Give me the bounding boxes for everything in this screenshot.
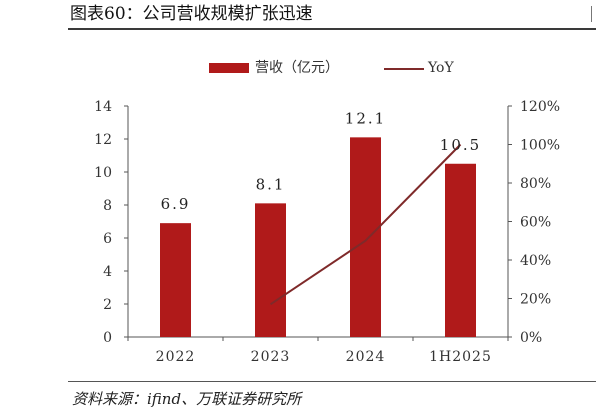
footer-divider (68, 381, 596, 382)
y-left-tick-label: 14 (94, 99, 112, 115)
y-left-tick-label: 6 (103, 231, 112, 247)
title-bar: 图表60：公司营收规模扩张迅速 (68, 0, 596, 30)
data-label-1H2025: 10.5 (440, 136, 481, 154)
legend-swatch-revenue (209, 63, 249, 73)
y-left-tick-label: 10 (94, 165, 112, 181)
bar-2023 (255, 203, 286, 337)
x-tick-label-2022: 2022 (156, 349, 196, 365)
y-right-tick-label: 60% (520, 215, 551, 231)
chart-title: 图表60：公司营收规模扩张迅速 (70, 4, 313, 24)
y-left-tick-label: 4 (103, 264, 112, 280)
y-right-tick-label: 40% (520, 253, 551, 269)
y-left-tick-label: 2 (103, 297, 112, 313)
yoy-line (269, 143, 462, 306)
data-label-2023: 8.1 (256, 175, 286, 193)
data-label-2022: 6.9 (161, 195, 191, 213)
bar-2022 (160, 223, 191, 337)
source-note: 资料来源：ifind、万联证券研究所 (72, 390, 302, 408)
y-right-tick-label: 20% (520, 292, 551, 308)
bar-1H2025 (445, 163, 476, 337)
y-right-tick-label: 100% (520, 138, 560, 154)
legend-label-revenue: 营收（亿元） (255, 60, 339, 76)
bar-2024 (350, 137, 381, 337)
x-tick-label-2024: 2024 (346, 349, 386, 365)
y-left-tick-label: 0 (103, 330, 112, 346)
y-left-tick-label: 12 (94, 132, 112, 148)
y-right-tick-label: 80% (520, 176, 551, 192)
title-edge-mark (591, 6, 596, 22)
y-right-tick-label: 0% (520, 330, 542, 346)
y-left-tick-label: 8 (103, 198, 112, 214)
chart-legend: 营收（亿元） YoY (200, 58, 500, 78)
legend-swatch-yoy (384, 68, 424, 70)
legend-label-yoy: YoY (428, 60, 454, 76)
data-label-2024: 12.1 (345, 109, 386, 127)
x-tick-label-1H2025: 1H2025 (429, 349, 492, 365)
y-right-tick-label: 120% (520, 99, 560, 115)
x-tick-label-2023: 2023 (251, 349, 291, 365)
